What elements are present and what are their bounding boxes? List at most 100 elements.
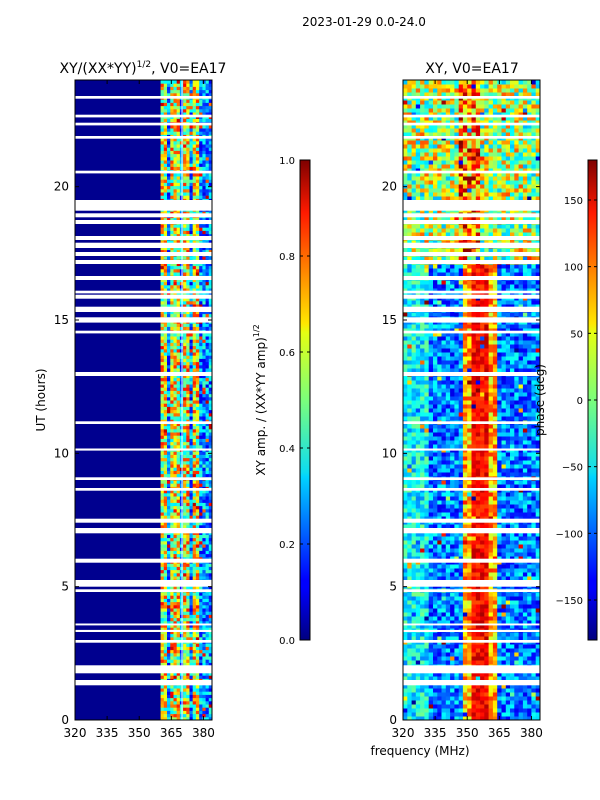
amplitude-cell (195, 83, 200, 87)
amplitude-cell (170, 460, 174, 465)
amplitude-cell (205, 384, 210, 388)
amplitude-cell (192, 166, 197, 171)
amplitude-cell (195, 563, 200, 567)
phase-cell (428, 716, 434, 720)
phase-cell (467, 524, 472, 529)
amplitude-cell (199, 393, 203, 398)
amplitude-cell (192, 403, 197, 407)
amplitude-cell (205, 144, 210, 148)
amplitude-cell (170, 563, 174, 567)
amplitude-cell (173, 406, 178, 411)
amplitude-cell (173, 700, 178, 705)
amplitude-cell (189, 150, 194, 155)
amplitude-cell (189, 217, 194, 222)
amplitude-cell (163, 550, 168, 555)
amplitude-cell (205, 496, 210, 500)
amplitude-cell (163, 598, 168, 603)
amplitude-cell (195, 192, 200, 196)
amplitude-cell (205, 595, 210, 599)
amplitude-cell (208, 131, 212, 135)
phase-cell (527, 632, 532, 637)
amplitude-cell (160, 713, 165, 718)
amplitude-cell (163, 534, 168, 539)
amplitude-cell (167, 83, 171, 87)
phase-cell (407, 696, 413, 701)
amplitude-cell (186, 272, 190, 276)
phase-cell (501, 552, 507, 557)
amplitude-cell (192, 396, 197, 401)
amplitude-ytick-label: 10 (54, 446, 69, 460)
amplitude-cell (189, 102, 194, 107)
phase-cell (454, 624, 460, 629)
amplitude-cell (189, 672, 194, 676)
amplitude-cell (163, 492, 168, 497)
phase-cell (445, 688, 451, 693)
amplitude-cell (195, 691, 200, 695)
amplitude-cell (176, 281, 181, 286)
amplitude-cell (192, 147, 197, 151)
phase-cell (433, 620, 438, 625)
amplitude-cell (170, 265, 174, 270)
flagged-row (75, 680, 212, 686)
amplitude-cell (205, 499, 210, 503)
amplitude-cell (202, 118, 207, 123)
amplitude-cell (199, 352, 203, 356)
amplitude-cell (163, 544, 168, 548)
amplitude-cell (205, 380, 210, 385)
phase-cell (437, 536, 443, 541)
amplitude-cell (186, 473, 190, 478)
phase-cell (505, 540, 511, 545)
amplitude-cell (160, 150, 165, 155)
phase-cell (492, 636, 498, 641)
phase-cell (527, 688, 532, 693)
amplitude-cell (183, 489, 187, 494)
amplitude-cell (163, 377, 168, 382)
phase-cell (505, 616, 511, 621)
phase-cell (501, 644, 507, 649)
phase-cell (475, 536, 481, 541)
amplitude-cell (205, 288, 210, 292)
amplitude-cell (176, 646, 181, 651)
amplitude-cell (186, 470, 190, 475)
amplitude-cell (173, 592, 178, 596)
phase-cell (415, 644, 421, 649)
amplitude-cell (173, 352, 178, 356)
amplitude-colorbar-gradient (299, 159, 311, 641)
phase-cell (467, 636, 472, 641)
amplitude-cell (199, 470, 203, 475)
amplitude-cell (186, 656, 190, 660)
amplitude-cell (173, 534, 178, 539)
phase-cell (445, 536, 451, 541)
phase-cell (488, 556, 494, 561)
phase-cell (445, 568, 451, 573)
phase-cell (441, 544, 447, 549)
amplitude-cell (183, 188, 187, 193)
phase-cell (480, 532, 485, 537)
amplitude-cell (199, 473, 203, 478)
amplitude-cell (167, 86, 171, 91)
amplitude-cell (163, 147, 168, 151)
amplitude-cell (208, 432, 212, 436)
amplitude-cell (167, 646, 171, 651)
amplitude-cell (195, 86, 200, 91)
amplitude-cell (183, 716, 187, 720)
phase-cell (484, 516, 490, 521)
amplitude-cell (176, 153, 181, 158)
phase-cell (488, 712, 494, 717)
amplitude-cell (173, 281, 178, 286)
amplitude-cell (202, 176, 207, 180)
amplitude-cell (183, 598, 187, 603)
amplitude-cell (167, 99, 171, 103)
amplitude-cell (183, 246, 187, 251)
amplitude-cell (173, 147, 178, 151)
amplitude-cell (176, 355, 181, 359)
phase-cell (471, 644, 477, 649)
phase-cell (531, 576, 537, 581)
phase-cell (467, 564, 472, 569)
amplitude-cell (167, 211, 171, 215)
phase-cell (437, 548, 443, 553)
amplitude-cell (208, 563, 212, 567)
amplitude-cell (173, 355, 178, 359)
amplitude-cell (202, 332, 207, 337)
phase-cell (420, 684, 425, 689)
